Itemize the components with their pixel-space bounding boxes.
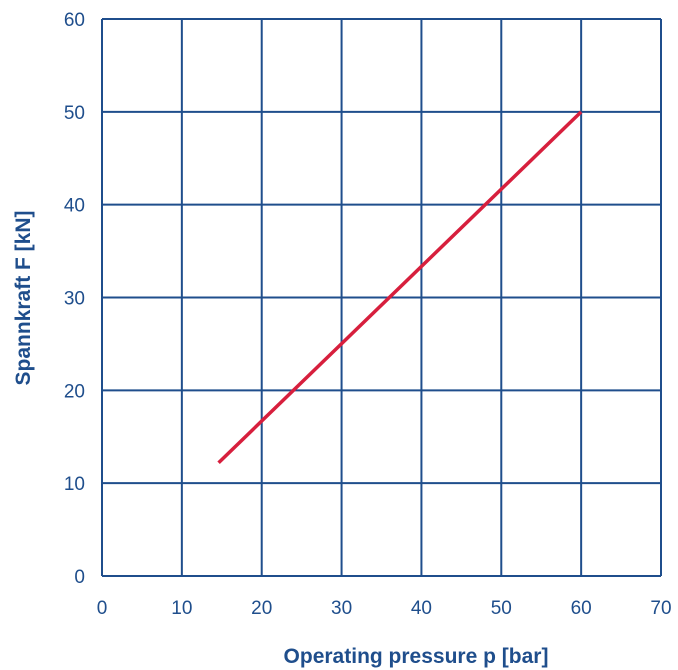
x-axis-title: Operating pressure p [bar]: [284, 645, 549, 668]
y-tick-label: 20: [64, 381, 85, 402]
x-tick-label: 20: [251, 598, 272, 619]
y-tick-label: 10: [64, 474, 85, 495]
y-tick-label: 60: [64, 10, 85, 31]
y-axis-ticks: 0 10 20 30 40 50 60: [64, 10, 85, 588]
x-tick-label: 0: [97, 598, 108, 619]
y-tick-label: 0: [74, 567, 85, 588]
y-tick-label: 50: [64, 103, 85, 124]
grid: [101, 18, 662, 577]
series-layer: [217, 110, 583, 465]
x-tick-label: 70: [650, 598, 671, 619]
x-tick-label: 40: [411, 598, 432, 619]
x-tick-label: 60: [571, 598, 592, 619]
x-axis-ticks: 0 10 20 30 40 50 60 70: [97, 598, 672, 619]
y-tick-label: 30: [64, 289, 85, 310]
x-tick-label: 10: [171, 598, 192, 619]
series-line: [217, 110, 583, 465]
y-axis-title: Spannkraft F [kN]: [12, 210, 35, 385]
x-tick-label: 30: [331, 598, 352, 619]
y-tick-label: 40: [64, 196, 85, 217]
x-tick-label: 50: [491, 598, 512, 619]
